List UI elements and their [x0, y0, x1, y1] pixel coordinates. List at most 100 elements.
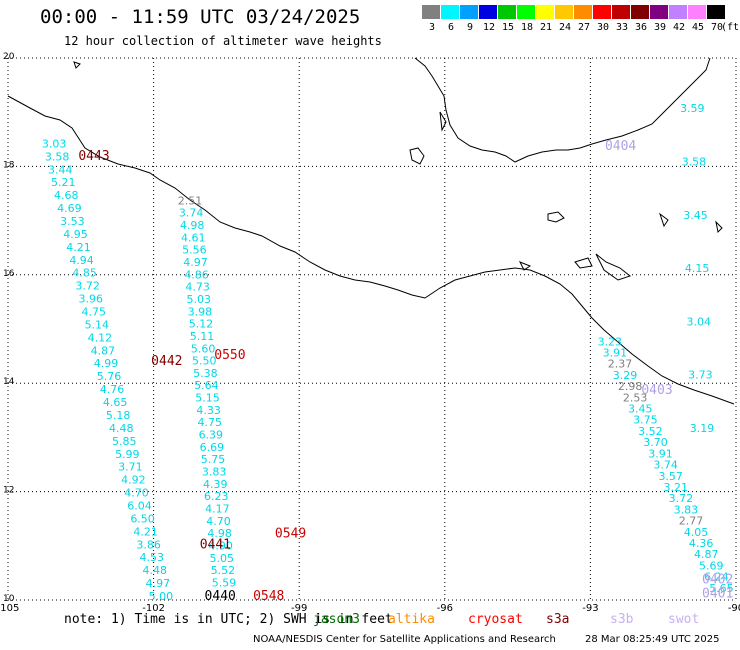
wave-height-value: 4.75 [197, 416, 222, 429]
coastline-island [547, 211, 565, 223]
wave-height-value: 4.17 [205, 502, 230, 515]
wave-height-value: 4.98 [180, 219, 205, 232]
legend-label: 12 [482, 22, 496, 33]
legend-label: 36 [634, 22, 648, 33]
legend-swatch [498, 5, 517, 19]
wave-height-value: 3.74 [179, 207, 204, 220]
wave-height-value: 4.33 [196, 404, 221, 417]
wave-height-value: 4.68 [54, 189, 79, 202]
coastline [7, 57, 735, 405]
altimeter-tracks: 3.033.583.445.214.684.693.534.954.214.94… [42, 102, 734, 603]
wave-height-value: 3.21 [664, 481, 689, 494]
wave-height-value: 3.44 [48, 163, 73, 176]
pass-label: 0402 [702, 573, 733, 588]
pass-label: 0440 [205, 589, 236, 604]
wave-height-value: 4.21 [133, 525, 158, 538]
legend-swatch [441, 5, 460, 19]
wave-height-value: 4.87 [91, 344, 116, 357]
wave-height-value: 2.51 [178, 194, 203, 207]
wave-height-value: 5.50 [192, 355, 217, 368]
pass-label: 0441 [200, 538, 231, 553]
wave-height-value: 2.77 [679, 515, 704, 528]
wave-height-value: 3.58 [45, 150, 70, 163]
wave-height-value: 4.97 [183, 256, 208, 269]
footer-note: note: 1) Time is in UTC; 2) SWH is in fe… [64, 612, 393, 627]
wave-height-value: 3.45 [628, 403, 653, 416]
wave-height-value: 4.90 [208, 539, 233, 552]
wave-height-value: 4.75 [82, 306, 107, 319]
legend-swatch [517, 5, 536, 19]
map-subtitle: 12 hour collection of altimeter wave hei… [64, 34, 382, 48]
wave-height-value: 4.76 [100, 383, 125, 396]
legend-swatch [422, 5, 441, 19]
wave-height-value: 4.92 [121, 474, 146, 487]
legend-label: 18 [520, 22, 534, 33]
timestamp-text: 28 Mar 08:25:49 UTC 2025 [585, 634, 720, 645]
legend-swatch [593, 5, 612, 19]
wave-height-value: 3.91 [648, 447, 673, 460]
wave-height-value: 4.48 [143, 564, 168, 577]
legend-label: 6 [447, 22, 455, 33]
wave-height-value: 3.71 [118, 461, 143, 474]
lat-tick-label: 14 [3, 377, 15, 387]
wave-height-value: 3.03 [42, 137, 67, 150]
wave-height-value: 3.83 [202, 466, 227, 479]
pass-labels: 0443 0442 0550 0441 0549 0440 0548 0404 0403 0402… [78, 139, 733, 604]
coastline-island [595, 253, 632, 281]
legend-swatch [460, 5, 479, 19]
lon-tick-label: -105 [0, 603, 19, 614]
wave-height-value: 4.86 [184, 268, 209, 281]
wave-height-value: 5.21 [51, 176, 76, 189]
legend-label: 33 [615, 22, 629, 33]
coastline-island [574, 257, 593, 269]
wave-height-value: 4.21 [66, 241, 91, 254]
legend-swatch [536, 5, 555, 19]
legend-unit: (ft) [720, 22, 740, 33]
lon-tick-label: -102 [142, 603, 165, 614]
wave-height-value: 4.05 [684, 526, 709, 539]
wave-height-value: 4.87 [694, 548, 719, 561]
legend-label: 24 [558, 22, 572, 33]
legend-label: 9 [466, 22, 474, 33]
lon-tick-label: -96 [437, 603, 453, 614]
wave-height-value: 4.39 [203, 478, 228, 491]
wave-height-value: 6.69 [200, 441, 225, 454]
pass-label: 0404 [605, 139, 636, 154]
legend-label: 3 [428, 22, 436, 33]
satellite-name: swot [668, 612, 700, 627]
wave-height-value: 4.61 [181, 231, 206, 244]
wave-height-value: 5.75 [201, 453, 226, 466]
wave-height-value: 3.83 [674, 503, 699, 516]
pass-label: 0548 [253, 589, 284, 604]
wave-height-value: 3.19 [690, 422, 715, 435]
wave-height-value: 5.00 [149, 590, 174, 603]
lat-tick-label: 18 [3, 160, 15, 170]
wave-height-value: 3.57 [658, 470, 683, 483]
wave-height-value: 4.97 [146, 577, 171, 590]
wave-height-value: 2.98 [618, 380, 643, 393]
wave-height-value: 5.03 [187, 293, 212, 306]
coastline-island [73, 61, 81, 69]
wave-height-value: 3.58 [682, 155, 707, 168]
legend-swatch [555, 5, 574, 19]
wave-height-value: 4.85 [72, 267, 97, 280]
wave-height-value: 5.52 [211, 564, 236, 577]
wave-height-value: 5.11 [190, 330, 215, 343]
lat-tick-label: 16 [3, 269, 15, 279]
wave-height-value: 6.39 [199, 429, 224, 442]
legend-label: 30 [596, 22, 610, 33]
wave-height-value: 3.91 [603, 346, 628, 359]
wave-height-value: 4.98 [207, 527, 232, 540]
wave-height-value: 4.53 [139, 551, 164, 564]
wave-height-value: 3.74 [653, 459, 678, 472]
wave-height-value: 5.14 [85, 318, 110, 331]
wave-height-value: 5.18 [106, 409, 131, 422]
satellite-name: altika [388, 612, 435, 627]
wave-height-value: 5.85 [112, 435, 137, 448]
wave-height-value: 3.96 [78, 293, 103, 306]
legend-label: 70 [710, 22, 724, 33]
wave-height-value: 6.04 [127, 499, 152, 512]
pass-label: 0549 [275, 527, 306, 542]
satellite-name: s3a [546, 612, 570, 627]
